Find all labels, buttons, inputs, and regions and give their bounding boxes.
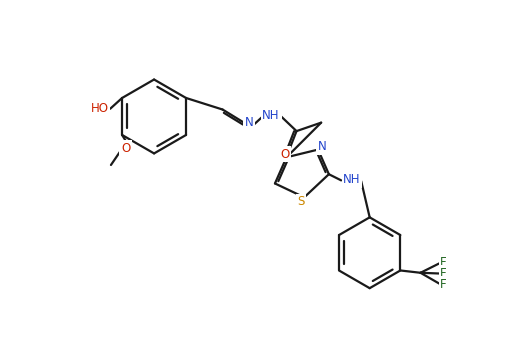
Text: N: N [318, 140, 326, 153]
Text: F: F [440, 278, 447, 291]
Text: F: F [440, 256, 447, 269]
Text: F: F [440, 267, 447, 280]
Text: NH: NH [262, 109, 280, 122]
Text: N: N [245, 116, 253, 129]
Text: S: S [298, 195, 305, 208]
Text: HO: HO [90, 102, 108, 115]
Text: NH: NH [343, 173, 361, 186]
Text: O: O [280, 148, 290, 161]
Text: O: O [121, 142, 130, 155]
